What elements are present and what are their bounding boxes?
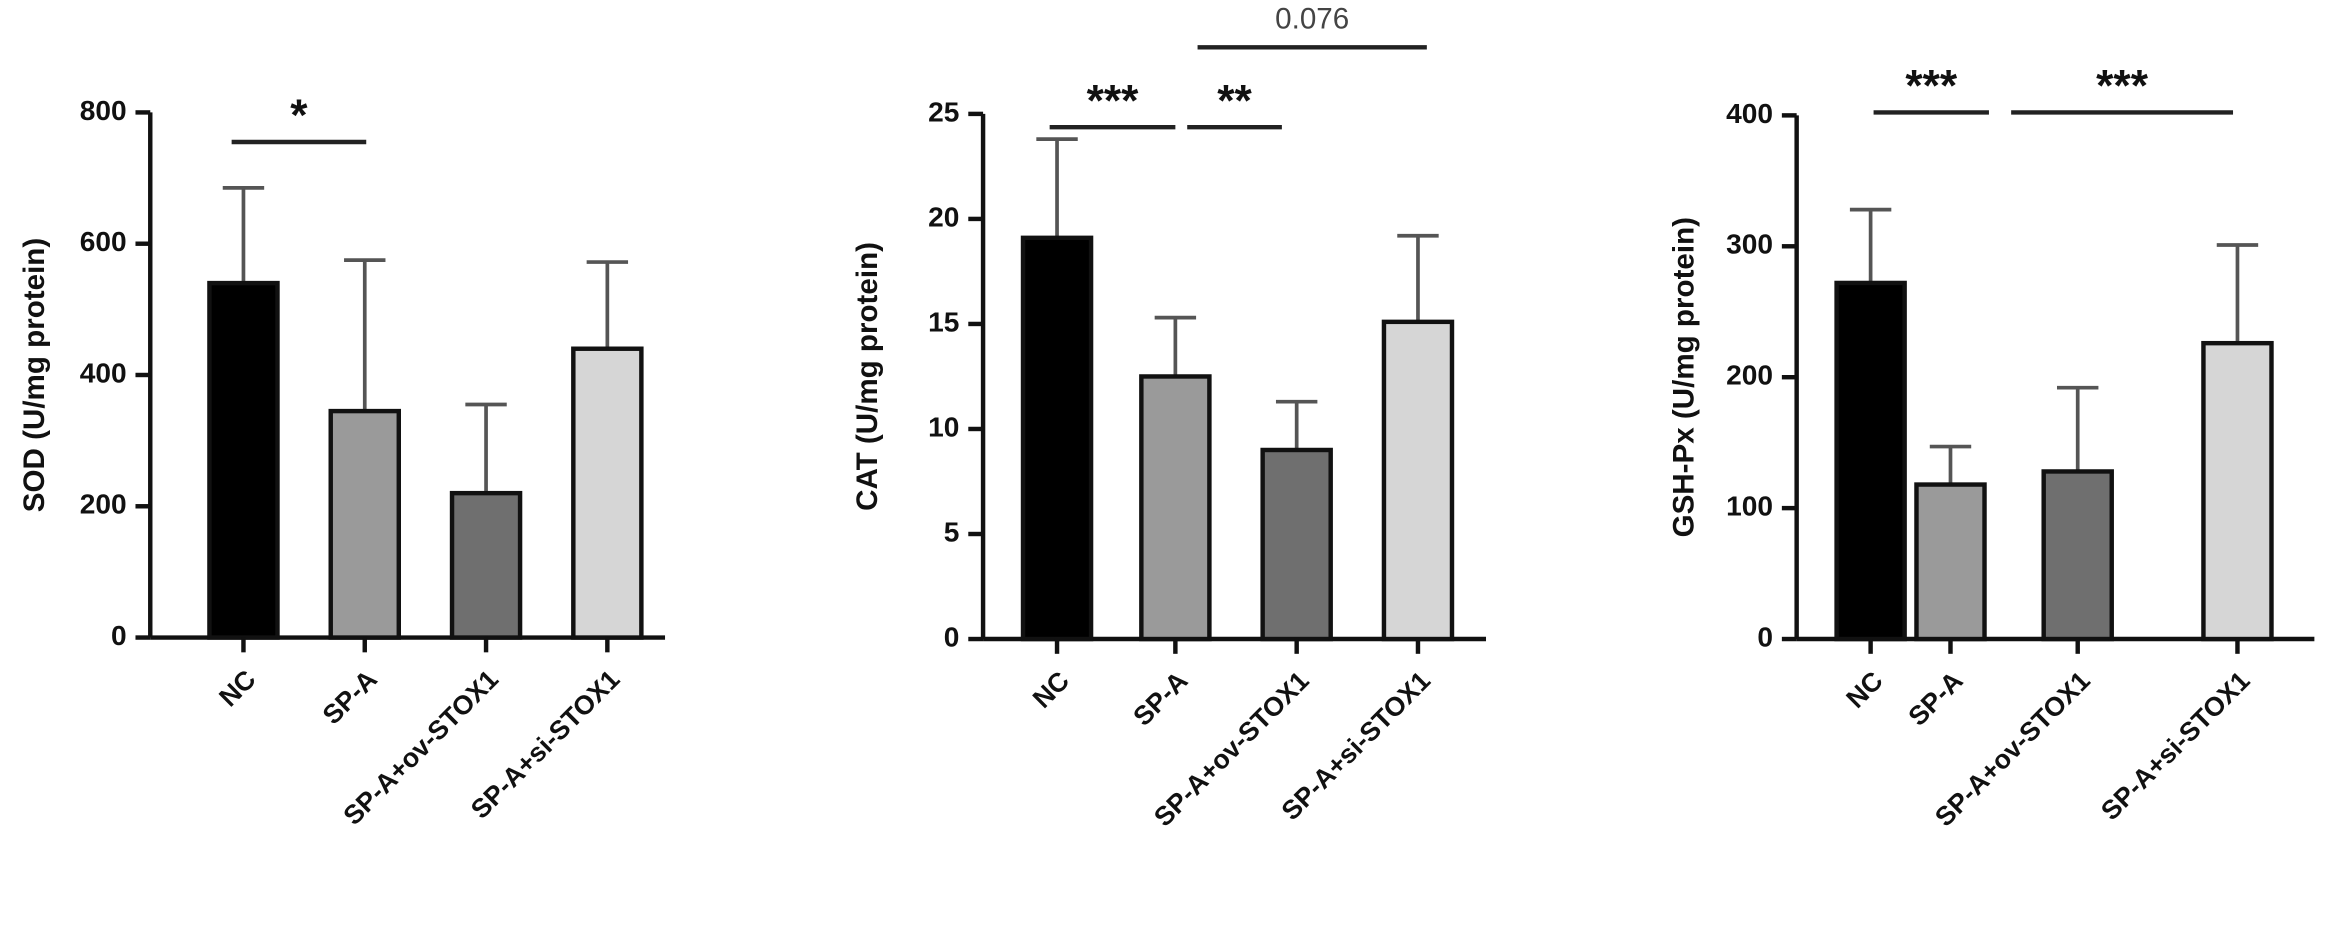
y-tick-label: 0 xyxy=(944,621,960,652)
y-tick-label: 0 xyxy=(111,620,127,651)
y-tick-label: 200 xyxy=(80,489,127,520)
bar xyxy=(571,346,644,640)
bar xyxy=(1139,374,1212,642)
chart-panel: 0 100 200 300 400 GSH-Px (U/mg protein) NC SP-A… xyxy=(1668,61,2315,832)
x-tick-label: SP-A xyxy=(317,664,383,730)
y-tick-label: 25 xyxy=(928,96,959,127)
y-tick-label: 400 xyxy=(1726,98,1773,129)
bar xyxy=(1260,447,1333,642)
x-tick-label: SP-A xyxy=(1127,665,1193,731)
bar xyxy=(449,490,523,640)
bar xyxy=(207,280,280,640)
significance-label: * xyxy=(290,91,308,140)
x-tick-label: NC xyxy=(1840,665,1888,713)
x-tick-label: NC xyxy=(213,664,261,712)
y-tick-label: 200 xyxy=(1726,360,1773,391)
bar xyxy=(1914,482,1987,642)
y-tick-label: 800 xyxy=(80,95,127,126)
y-tick-label: 300 xyxy=(1726,229,1773,260)
x-tick-label: SP-A+si-STOX1 xyxy=(2095,665,2256,826)
significance-label: *** xyxy=(1905,61,1958,110)
x-tick-label: SP-A xyxy=(1902,665,1968,731)
y-tick-label: 100 xyxy=(1726,491,1773,522)
y-axis-label: GSH-Px (U/mg protein) xyxy=(1668,217,1701,537)
bar xyxy=(1834,280,1907,642)
significance-label: *** xyxy=(2096,61,2149,110)
y-tick-label: 5 xyxy=(944,516,960,547)
bar xyxy=(328,408,401,640)
significance-label: ** xyxy=(1217,76,1252,125)
significance-label: 0.076 xyxy=(1275,3,1349,36)
y-tick-label: 10 xyxy=(928,411,959,442)
bar xyxy=(1020,235,1094,642)
y-tick-label: 400 xyxy=(80,357,127,388)
y-tick-label: 15 xyxy=(928,306,959,337)
bar xyxy=(2041,469,2114,642)
y-tick-label: 600 xyxy=(80,226,127,257)
bar xyxy=(2201,340,2274,642)
y-axis-label: CAT (U/mg protein) xyxy=(851,242,884,511)
bar xyxy=(1381,319,1455,642)
significance-label: *** xyxy=(1087,76,1140,125)
y-axis-label: SOD (U/mg protein) xyxy=(18,238,51,512)
y-tick-label: 0 xyxy=(1757,621,1773,652)
y-tick-label: 20 xyxy=(928,201,959,232)
x-tick-label: NC xyxy=(1027,665,1075,713)
